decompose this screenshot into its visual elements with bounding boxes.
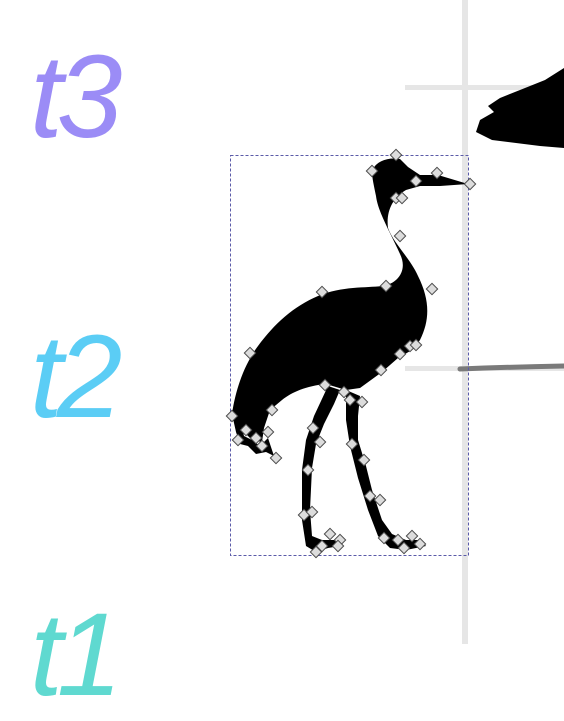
diamond-node-handle-icon[interactable] [255,439,269,453]
diamond-node-handle-icon[interactable] [301,463,315,477]
diamond-node-handle-icon[interactable] [231,433,245,447]
diamond-node-handle-icon[interactable] [373,493,387,507]
diamond-node-handle-icon[interactable] [355,395,369,409]
diamond-node-handle-icon[interactable] [377,531,391,545]
diamond-node-handle-icon[interactable] [430,166,444,180]
diamond-node-handle-icon[interactable] [249,431,263,445]
diamond-node-handle-icon[interactable] [393,229,407,243]
diamond-node-handle-icon[interactable] [365,164,379,178]
diamond-node-handle-icon[interactable] [397,541,411,555]
crane-body-path[interactable] [232,158,468,443]
diamond-node-handle-icon[interactable] [306,421,320,435]
diamond-node-handle-icon[interactable] [463,177,477,191]
diamond-node-handle-icon[interactable] [225,409,239,423]
diamond-node-handle-icon[interactable] [313,435,327,449]
diamond-node-handle-icon[interactable] [239,423,253,437]
crane-silhouette[interactable] [232,158,468,553]
diamond-node-handle-icon[interactable] [374,363,388,377]
diamond-node-handle-icon[interactable] [345,437,359,451]
diamond-node-handle-icon[interactable] [389,148,403,162]
diamond-node-handle-icon[interactable] [318,378,332,392]
track-label-t3: t3 [30,31,122,163]
diamond-node-handle-icon[interactable] [315,285,329,299]
diamond-node-handle-icon[interactable] [379,279,393,293]
diamond-node-handle-icon[interactable] [409,338,423,352]
motion-path-stroke[interactable] [457,363,564,372]
diamond-node-handle-icon[interactable] [425,282,439,296]
diamond-node-handle-icon[interactable] [261,425,275,439]
diamond-node-handle-icon[interactable] [391,533,405,547]
offscreen-bird-shape[interactable] [476,68,564,148]
timeline-guide-t3 [405,85,564,90]
diamond-node-handle-icon[interactable] [393,347,407,361]
diamond-node-handle-icon[interactable] [343,393,357,407]
diamond-node-handle-icon[interactable] [357,453,371,467]
diamond-node-handle-icon[interactable] [305,505,319,519]
diamond-node-handle-icon[interactable] [363,489,377,503]
diamond-node-handle-icon[interactable] [331,539,345,553]
selection-bounding-box [230,155,469,556]
diamond-node-handle-icon[interactable] [243,346,257,360]
track-label-t2: t2 [30,311,122,443]
node-handles[interactable] [225,148,477,559]
diamond-node-handle-icon[interactable] [269,451,283,465]
diamond-node-handle-icon[interactable] [413,537,427,551]
drawing-stage[interactable] [0,0,564,644]
diamond-node-handle-icon[interactable] [315,539,329,553]
diamond-node-handle-icon[interactable] [395,191,409,205]
diamond-node-handle-icon[interactable] [409,174,423,188]
diamond-node-handle-icon[interactable] [337,385,351,399]
timeline-vertical-guide [462,0,468,644]
diamond-node-handle-icon[interactable] [323,527,337,541]
crane-right-leg[interactable] [346,390,426,550]
diamond-node-handle-icon[interactable] [265,403,279,417]
diamond-node-handle-icon[interactable] [405,529,419,543]
